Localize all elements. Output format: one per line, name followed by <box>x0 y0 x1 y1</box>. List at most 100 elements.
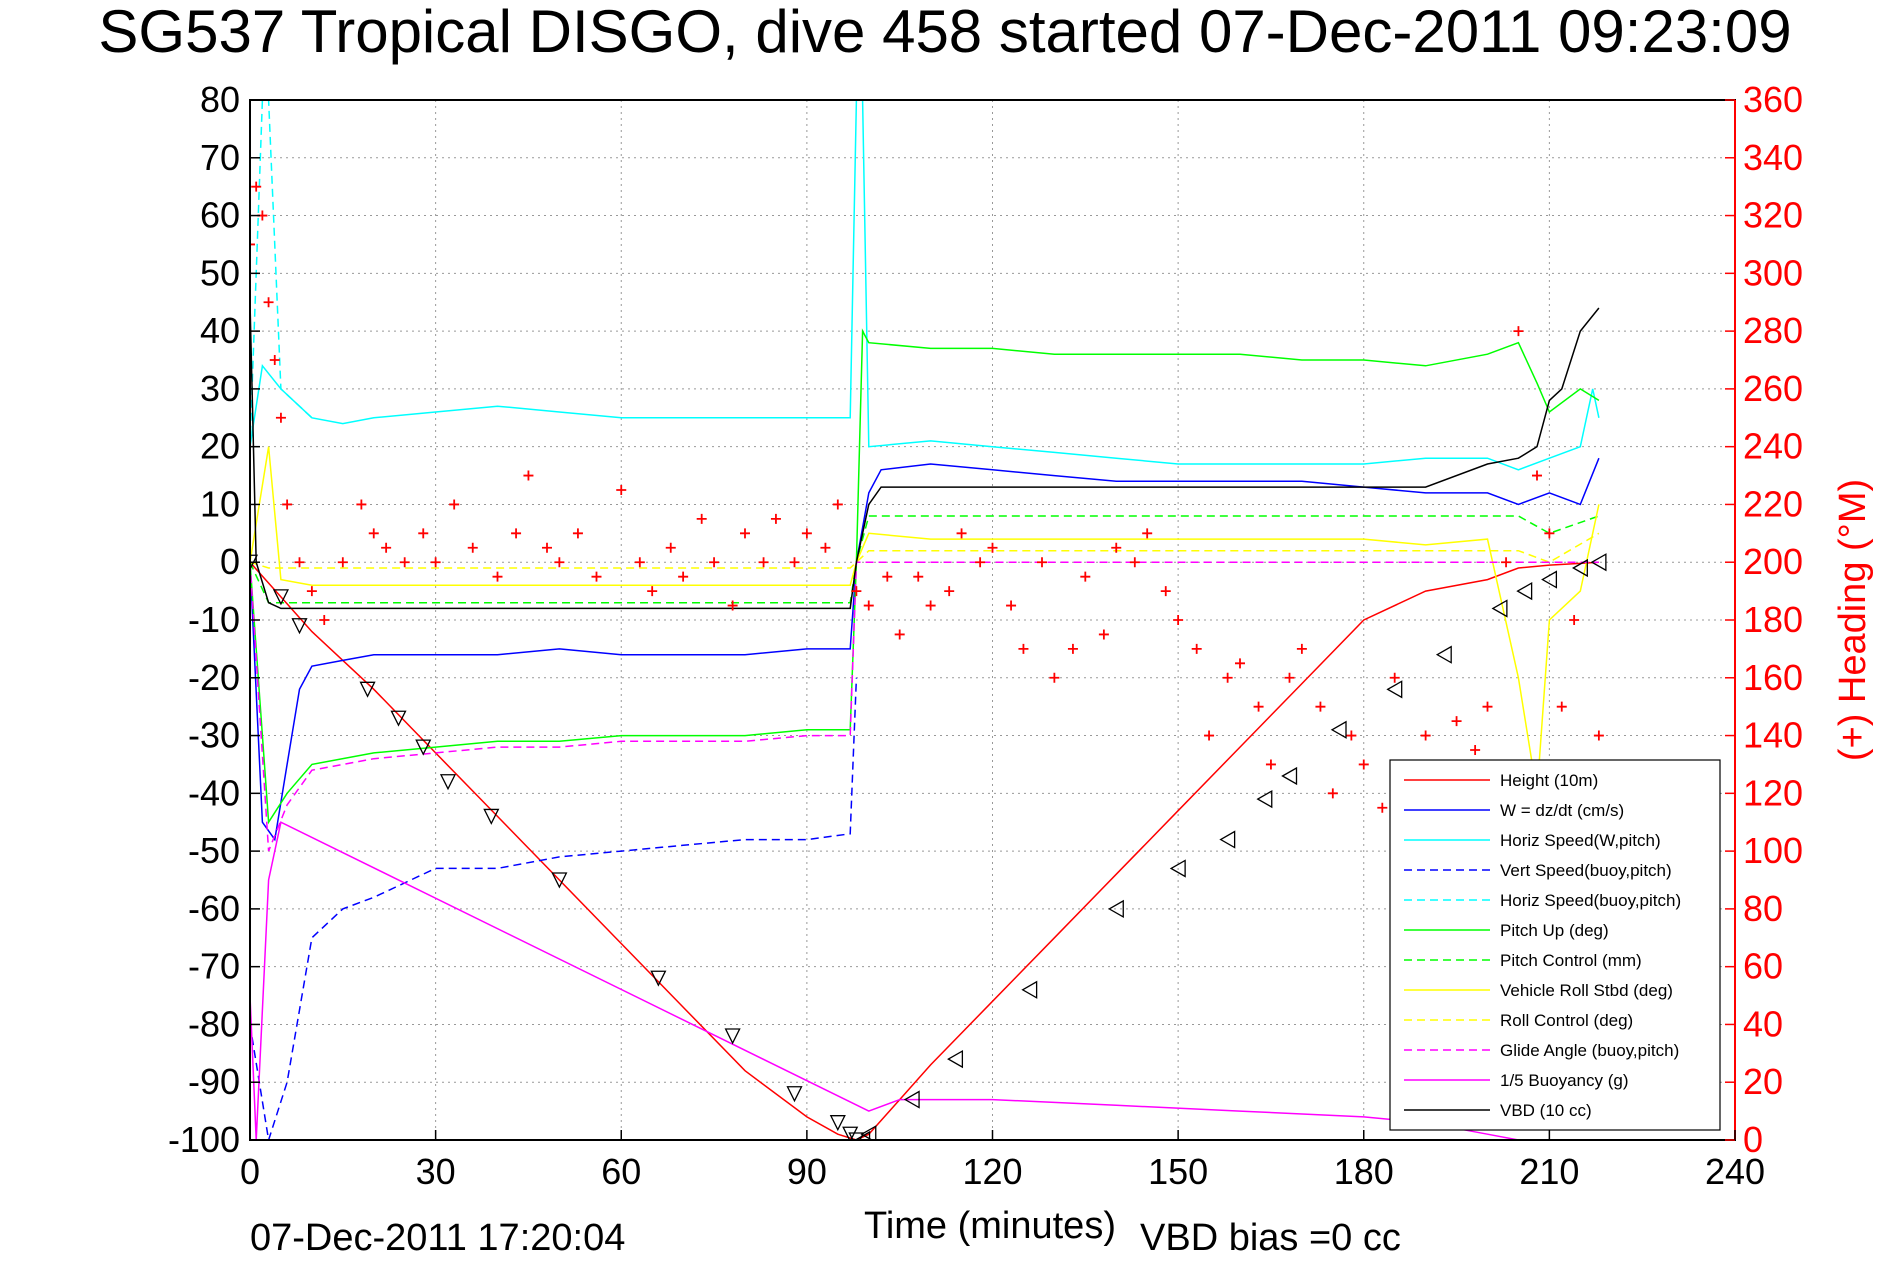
dive-marker <box>860 1125 877 1140</box>
legend-label-6: Pitch Control (mm) <box>1500 951 1642 970</box>
heading-point <box>1253 701 1264 712</box>
heading-point <box>1532 470 1542 481</box>
x-axis-label: Time (minutes) <box>864 1205 1116 1247</box>
heading-point <box>511 528 522 539</box>
dive-marker <box>1541 570 1558 589</box>
heading-point <box>418 528 429 539</box>
heading-point <box>1556 701 1567 712</box>
heading-point <box>572 528 583 539</box>
heading-point <box>709 557 720 568</box>
dive-marker <box>724 1028 741 1045</box>
footer-vbd-bias: VBD bias =0 cc <box>1140 1217 1401 1259</box>
heading-point <box>1235 658 1245 669</box>
heading-point <box>696 513 707 524</box>
legend-label-7: Vehicle Roll Stbd (deg) <box>1500 981 1673 1000</box>
heading-point <box>467 542 478 553</box>
heading-point <box>430 557 441 568</box>
heading-point <box>591 571 602 582</box>
dive-marker <box>1590 553 1607 572</box>
legend-label-1: W = dz/dt (cm/s) <box>1500 801 1624 820</box>
x-tick-label: 120 <box>962 1151 1022 1192</box>
heading-point <box>925 600 936 611</box>
heading-point <box>1451 716 1462 727</box>
heading-point <box>1191 643 1202 654</box>
heading-point <box>832 499 843 510</box>
heading-point <box>1482 701 1493 712</box>
heading-point <box>1111 542 1122 553</box>
y-right-tick-label: 140 <box>1743 715 1803 756</box>
heading-point <box>678 571 689 582</box>
dive-marker <box>1516 581 1533 601</box>
heading-point <box>1569 615 1580 625</box>
dive-marker <box>1281 766 1298 786</box>
y-right-tick-label: 240 <box>1743 426 1803 467</box>
heading-point <box>523 470 534 481</box>
y-right-tick-label: 200 <box>1743 541 1803 582</box>
dive-marker <box>854 1130 871 1140</box>
dive-marker <box>1330 720 1347 739</box>
x-tick-label: 240 <box>1705 1151 1765 1192</box>
dive-marker-layer <box>250 553 1607 1140</box>
heading-point <box>1018 643 1029 654</box>
y-tick-label: 20 <box>200 426 240 467</box>
x-tick-label: 180 <box>1334 1151 1394 1192</box>
right-axis-ticks: 3603403203002802602402202001801601401201… <box>1725 79 1803 1160</box>
heading-point <box>1420 730 1431 741</box>
legend-label-4: Horiz Speed(buoy,pitch) <box>1500 891 1681 910</box>
legend-label-5: Pitch Up (deg) <box>1500 921 1609 940</box>
dive-marker <box>1435 645 1452 664</box>
y-right-tick-label: 300 <box>1743 252 1803 293</box>
dive-marker <box>390 710 407 727</box>
heading-point <box>770 513 781 524</box>
heading-point <box>1067 643 1078 654</box>
heading-point <box>851 586 862 597</box>
heading-point <box>1593 730 1604 741</box>
dive-marker <box>1256 789 1273 809</box>
heading-point <box>1160 586 1171 597</box>
heading-point <box>1098 629 1109 640</box>
heading-point <box>1346 730 1357 741</box>
y-tick-label: 50 <box>200 252 240 293</box>
dive-marker <box>291 618 308 635</box>
y-right-tick-label: 260 <box>1743 368 1803 409</box>
dive-marker <box>848 1132 865 1140</box>
dive-marker <box>1572 558 1588 578</box>
heading-point <box>1222 672 1233 683</box>
heading-point <box>399 557 410 568</box>
legend-label-2: Horiz Speed(W,pitch) <box>1500 831 1661 850</box>
y-right-tick-label: 40 <box>1743 1003 1783 1044</box>
legend: Height (10m) W = dz/dt (cm/s) Horiz Speed(… <box>1389 759 1721 1131</box>
heading-point <box>1358 759 1369 770</box>
heading-point <box>956 528 967 539</box>
heading-point <box>975 557 986 568</box>
heading-point <box>1544 528 1555 539</box>
heading-point <box>1327 788 1338 799</box>
x-axis-ticks: 0 30 60 90 120 150 180 210 240 <box>240 1130 1765 1192</box>
y-tick-label: 40 <box>200 310 240 351</box>
y-tick-label: 30 <box>200 368 240 409</box>
y-tick-label: -70 <box>188 946 240 987</box>
y-tick-label: -100 <box>168 1119 240 1160</box>
dive-marker <box>1219 830 1236 849</box>
dive-marker <box>842 1126 859 1140</box>
heading-point <box>1080 571 1091 582</box>
heading-point <box>1049 672 1060 683</box>
x-tick-label: 210 <box>1519 1151 1579 1192</box>
heading-point <box>1513 326 1524 337</box>
dive-marker <box>359 681 376 698</box>
y-tick-label: -60 <box>188 888 240 929</box>
heading-point <box>1501 557 1512 568</box>
y-right-tick-label: 180 <box>1743 599 1803 640</box>
legend-box <box>1389 759 1721 1131</box>
dive-marker <box>272 589 289 606</box>
x-tick-label: 90 <box>787 1151 827 1192</box>
y-tick-label: -40 <box>188 772 240 813</box>
heading-point <box>554 557 565 568</box>
y-tick-label: 70 <box>200 137 240 178</box>
dive-marker <box>551 872 568 889</box>
y-right-tick-label: 80 <box>1743 888 1783 929</box>
heading-point <box>801 528 812 539</box>
heading-point <box>1377 802 1388 813</box>
heading-point <box>282 499 293 510</box>
heading-point <box>1389 672 1400 683</box>
